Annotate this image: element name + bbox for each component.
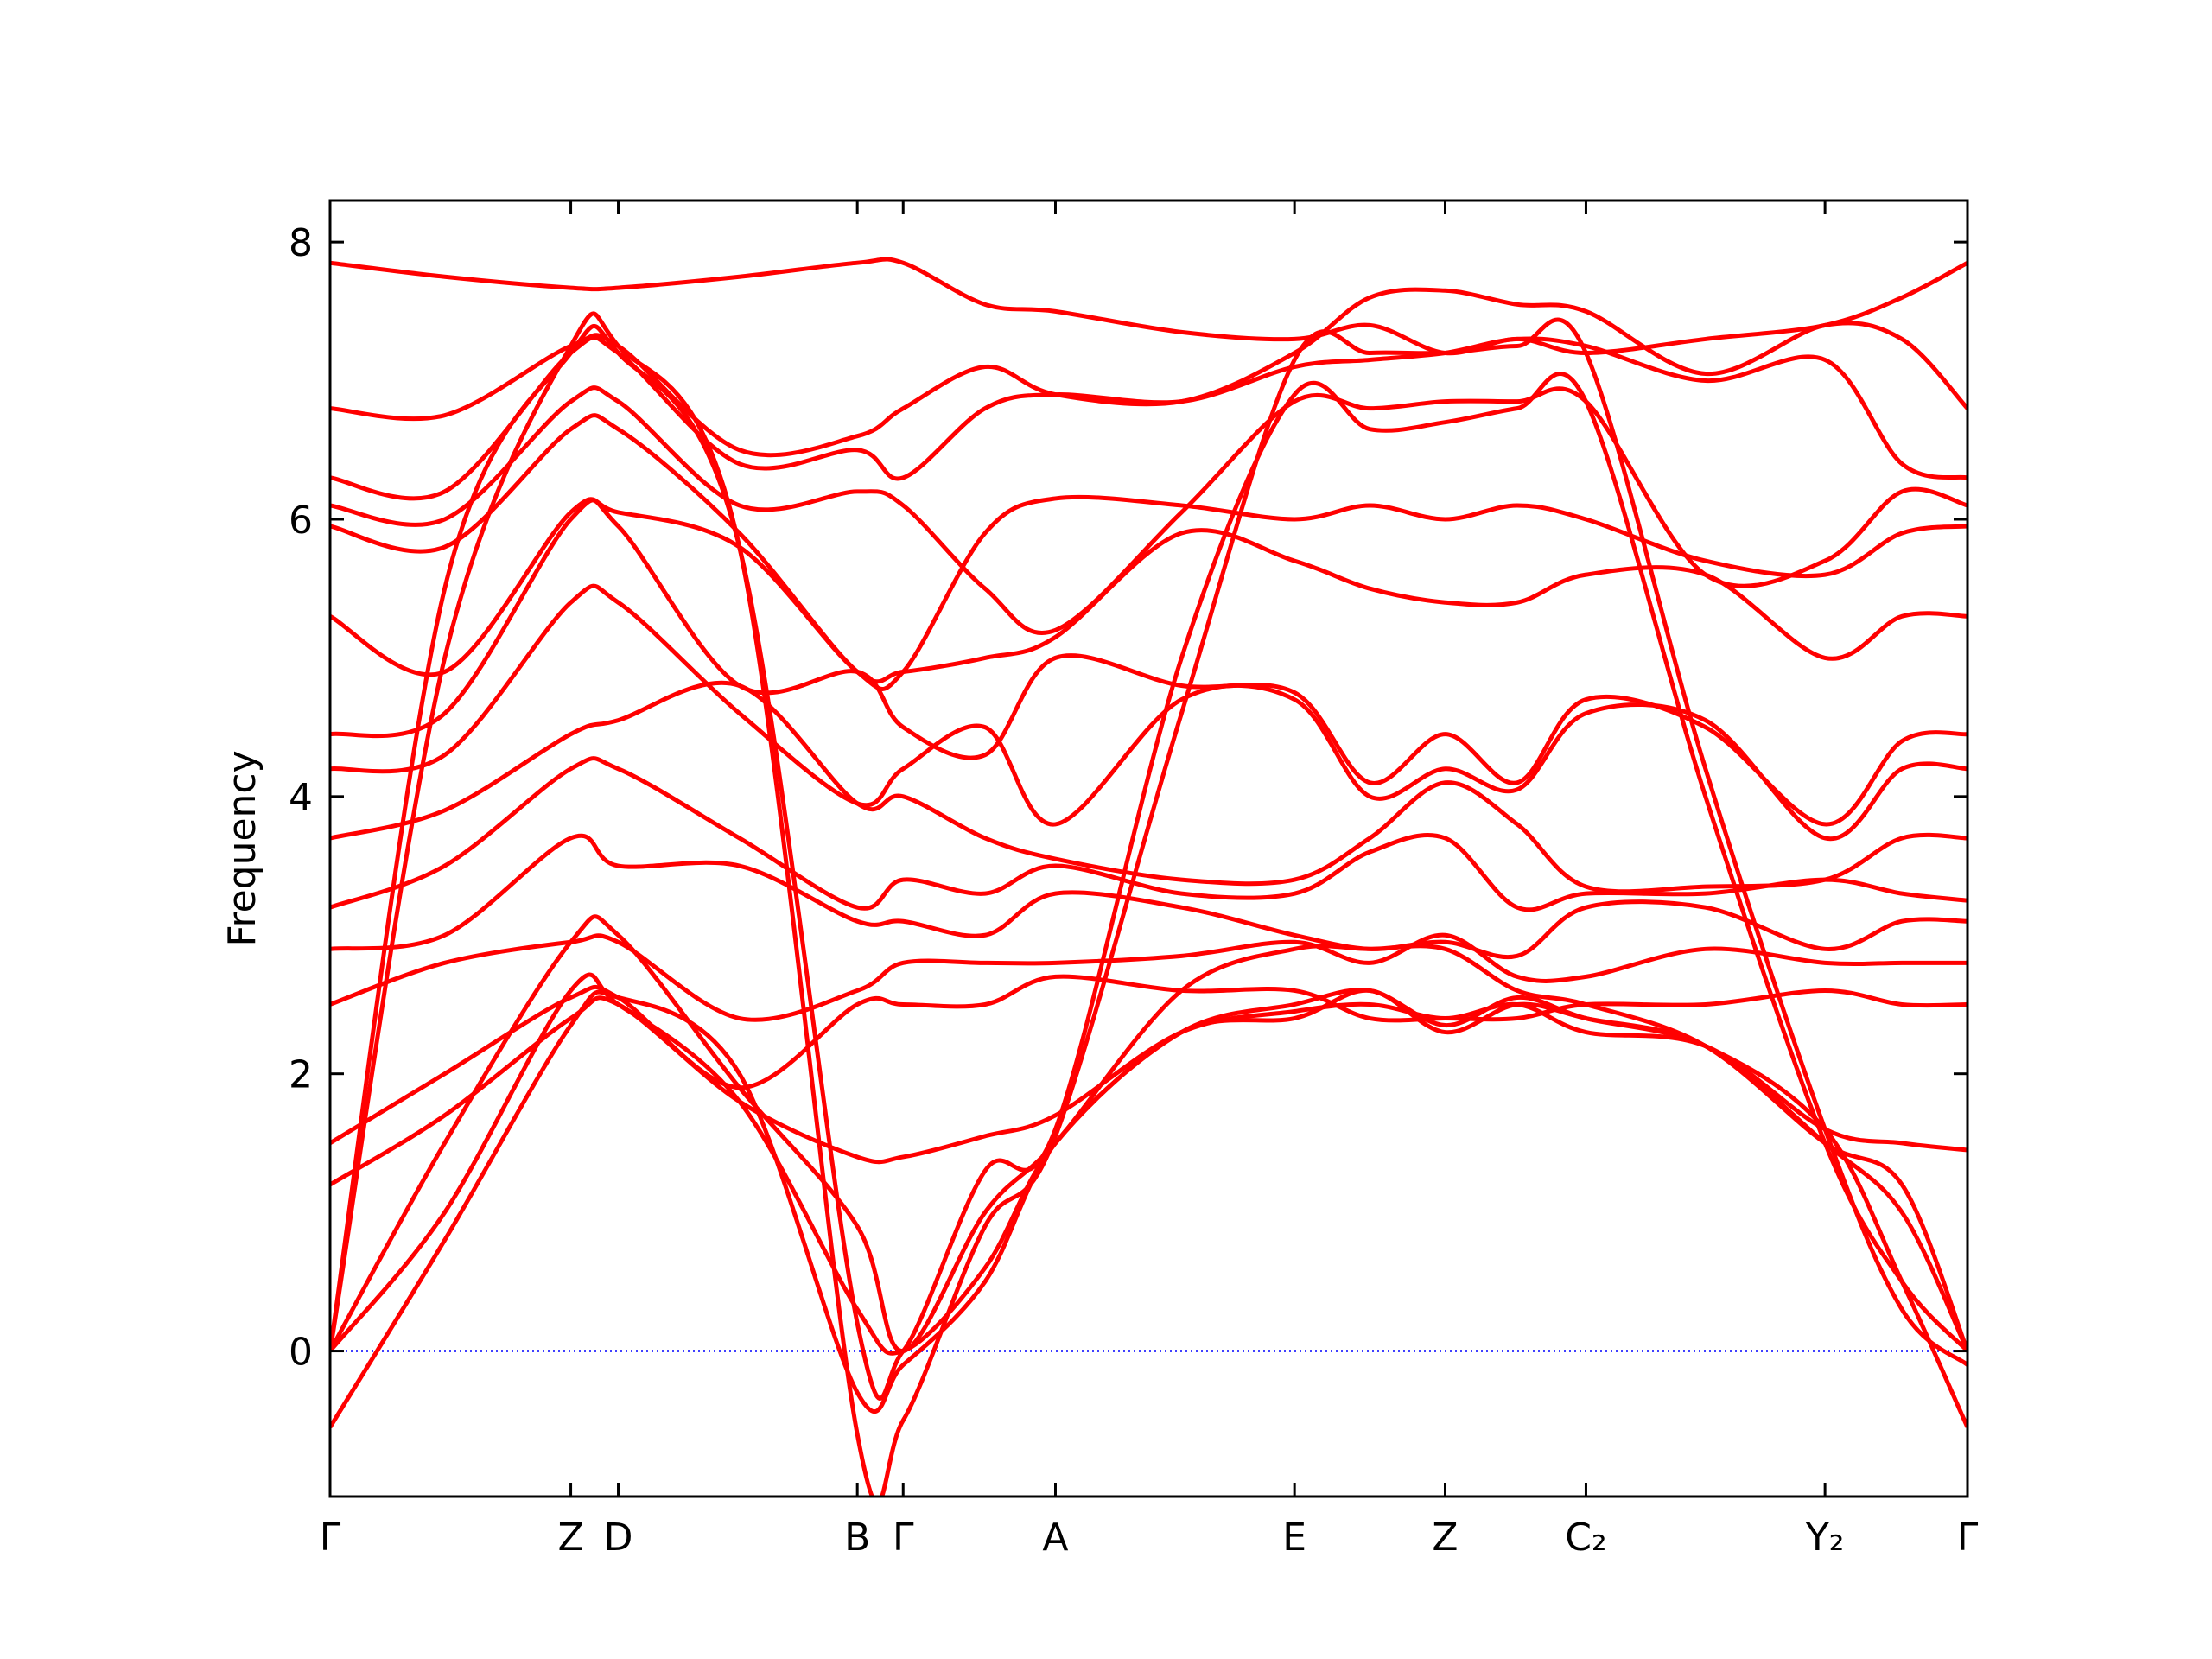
plot-frame [328,199,1969,1498]
x-tick-label: B [844,1516,870,1560]
x-tick-label: A [1042,1516,1068,1560]
band [330,413,1967,691]
x-tick-label: Γ [1957,1516,1979,1560]
band [330,932,1967,1022]
band [330,914,1967,1354]
y-tick-label: 0 [289,1331,313,1375]
band [330,833,1967,960]
x-tick-label: Z [557,1516,583,1560]
band [330,311,1967,1497]
y-tick-label: 8 [289,221,313,265]
band [330,498,1967,827]
x-tick-label: Y₂ [1805,1516,1845,1560]
band [330,680,1967,894]
x-tick-label: C₂ [1565,1516,1606,1560]
x-tick-label: Γ [893,1516,914,1560]
band [330,972,1967,1356]
y-axis-label: Frequency [220,750,264,946]
x-tick-label: D [604,1516,633,1560]
band [330,974,1967,1146]
y-tick-label: 2 [289,1053,313,1097]
band [330,756,1967,912]
y-tick-label: 4 [289,776,313,820]
band [330,334,1967,501]
band [330,583,1967,842]
band [330,287,1967,458]
x-tick-label: Γ [320,1516,341,1560]
x-tick-label: Z [1432,1516,1458,1560]
band [330,323,1967,1401]
x-tick-label: E [1282,1516,1306,1560]
band [330,257,1967,356]
band [330,497,1967,684]
y-tick-label: 6 [289,499,313,543]
band [330,988,1967,1429]
